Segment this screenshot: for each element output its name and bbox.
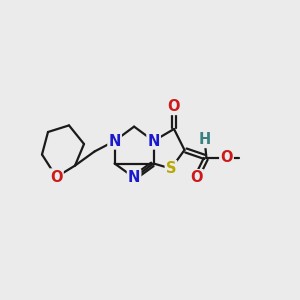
Text: N: N — [147, 134, 160, 148]
Text: S: S — [166, 161, 176, 176]
Text: O: O — [168, 99, 180, 114]
Text: O: O — [190, 170, 203, 185]
Text: O: O — [50, 169, 63, 184]
Text: N: N — [128, 170, 140, 185]
Text: N: N — [108, 134, 121, 148]
Text: H: H — [199, 132, 211, 147]
Text: O: O — [220, 150, 233, 165]
